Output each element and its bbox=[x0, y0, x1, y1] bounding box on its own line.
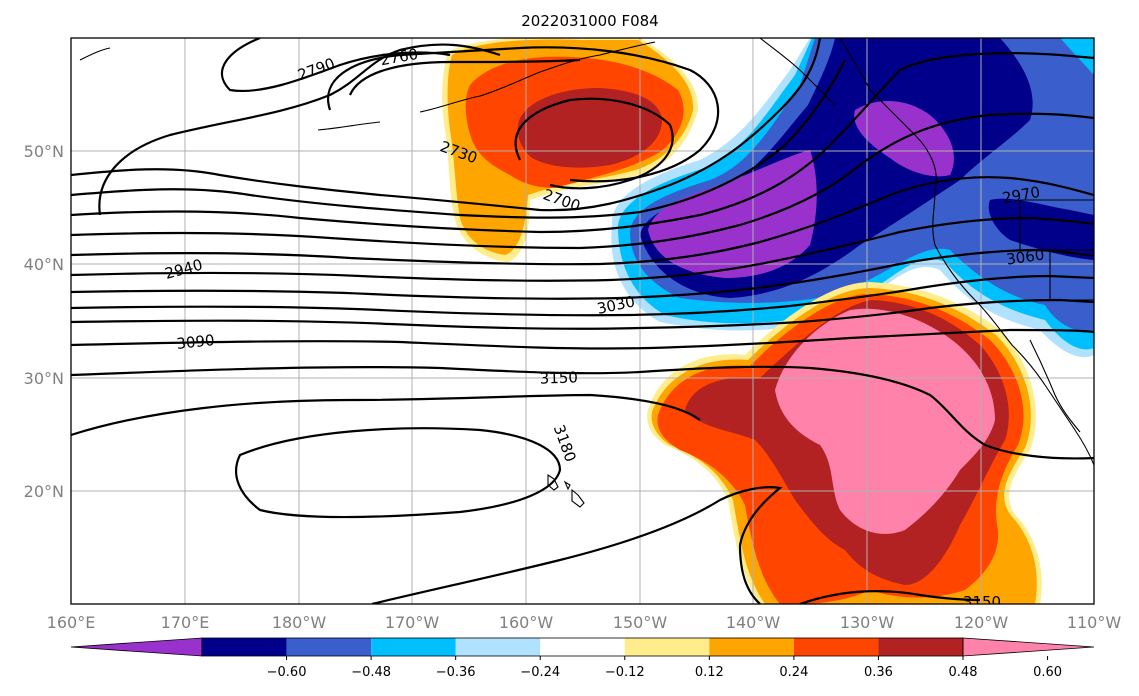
colorbar-segment bbox=[286, 638, 372, 656]
colorbar-extend-min bbox=[70, 637, 203, 657]
colorbar-tick-label: 0.12 bbox=[695, 665, 724, 680]
colorbar-segment bbox=[709, 638, 794, 656]
lat-label: 40°N bbox=[24, 255, 64, 274]
colorbar-segment bbox=[371, 638, 456, 656]
lon-label: 160°W bbox=[499, 613, 554, 632]
lat-label: 30°N bbox=[24, 369, 64, 388]
colorbar-tick-label: 0.48 bbox=[949, 665, 978, 680]
lon-label: 150°W bbox=[613, 613, 668, 632]
colorbar-tick-label: −0.24 bbox=[520, 665, 560, 680]
colorbar-segment bbox=[540, 638, 625, 656]
lon-label: 170°E bbox=[161, 613, 210, 632]
lon-label: 160°E bbox=[47, 613, 96, 632]
latitude-labels: 50°N 40°N 30°N 20°N bbox=[24, 142, 64, 501]
plot-area: 2790 2760 2730 2700 2970 2940 3060 3030 … bbox=[71, 38, 1094, 611]
colorbar-tick-label: −0.36 bbox=[436, 665, 476, 680]
lon-label: 140°W bbox=[726, 613, 781, 632]
colorbar-tick-label: −0.60 bbox=[267, 665, 307, 680]
colorbar-segment bbox=[878, 638, 963, 656]
height-contours bbox=[71, 38, 1094, 604]
colorbar-tick-label: 0.60 bbox=[1033, 665, 1062, 680]
colorbar-tick-label: 0.24 bbox=[779, 665, 808, 680]
lat-label: 50°N bbox=[24, 142, 64, 161]
lat-label: 20°N bbox=[24, 482, 64, 501]
contour-label: 3150 bbox=[963, 593, 1001, 611]
colorbar-segment bbox=[624, 638, 710, 656]
lon-label: 120°W bbox=[954, 613, 1009, 632]
colorbar-tick-label: −0.12 bbox=[605, 665, 645, 680]
lon-label: 180°W bbox=[272, 613, 327, 632]
contour-label: 3090 bbox=[176, 331, 216, 353]
contour-label: 3150 bbox=[539, 368, 578, 387]
colorbar-segment bbox=[202, 638, 287, 656]
colorbar: −0.60 −0.48 −0.36 −0.24 −0.12 0.12 0.24 0.36 0.4… bbox=[70, 637, 1095, 680]
longitude-labels: 160°E 170°E 180°W 170°W 160°W 150°W 140°… bbox=[47, 613, 1122, 632]
colorbar-tick-label: 0.36 bbox=[864, 665, 893, 680]
colorbar-extend-max bbox=[962, 637, 1095, 657]
map-title: 2022031000 F084 bbox=[521, 12, 658, 30]
colorbar-segment bbox=[793, 638, 879, 656]
plot-frame bbox=[70, 37, 1095, 605]
lon-label: 130°W bbox=[840, 613, 895, 632]
lon-label: 110°W bbox=[1067, 613, 1122, 632]
colorbar-segment bbox=[455, 638, 541, 656]
negative-anomaly-region bbox=[611, 38, 1094, 358]
gridlines bbox=[71, 38, 1094, 604]
lon-label: 170°W bbox=[385, 613, 440, 632]
contour-label: 3060 bbox=[1005, 245, 1045, 268]
colorbar-tick-label: −0.48 bbox=[351, 665, 391, 680]
colorbar-frame bbox=[201, 637, 964, 657]
